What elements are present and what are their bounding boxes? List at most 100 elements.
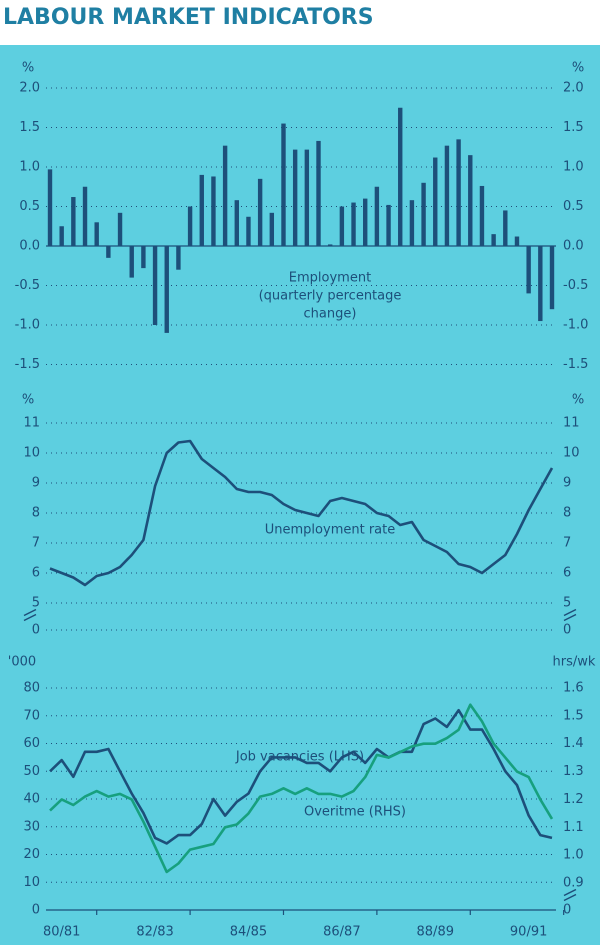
- y-tick-label: -1.5: [15, 357, 40, 372]
- y2-unit: %: [572, 61, 584, 76]
- bar: [468, 155, 473, 246]
- x-tick-label: 88/89: [417, 925, 454, 940]
- bar: [292, 149, 298, 246]
- series-line: [49, 703, 554, 874]
- bar: [199, 174, 204, 246]
- y2-tick-label: 5: [563, 596, 571, 611]
- y-tick-label: 1.5: [19, 120, 40, 135]
- bar: [222, 145, 228, 246]
- bar: [421, 182, 426, 246]
- axis-break: [23, 608, 37, 622]
- bar: [176, 246, 181, 270]
- y2-tick-label: 0: [563, 623, 571, 638]
- y2-tick-label: 0.9: [563, 876, 584, 891]
- bar: [374, 186, 380, 246]
- y2-unit: %: [572, 393, 584, 408]
- y-tick-label: -1.0: [15, 318, 40, 333]
- y-tick-label: 8: [32, 506, 40, 521]
- bar: [94, 222, 99, 246]
- y-tick-label: 1.0: [19, 160, 40, 175]
- bar: [316, 140, 321, 246]
- y-tick-label: 80: [23, 681, 40, 696]
- y2-tick-label: 1.0: [563, 848, 584, 863]
- y2-unit: hrs/wk: [553, 655, 596, 670]
- bar: [82, 186, 88, 246]
- bar: [117, 212, 123, 246]
- bar: [141, 246, 146, 269]
- y-tick-label: 0.0: [19, 239, 40, 254]
- bar: [339, 206, 345, 246]
- y2-tick-label: 1.5: [563, 708, 584, 723]
- x-tick-label: 90/91: [510, 925, 547, 940]
- y-tick-label: 11: [23, 416, 40, 431]
- y-tick-label: 0: [32, 903, 40, 918]
- bar: [234, 200, 239, 246]
- bar: [491, 234, 496, 246]
- y-tick-label: 30: [23, 819, 40, 834]
- bar: [433, 157, 438, 246]
- y2-tick-label: 11: [563, 416, 580, 431]
- bar: [106, 246, 111, 258]
- y-tick-label: 10: [23, 446, 40, 461]
- bar: [479, 185, 485, 246]
- panel-background: [0, 45, 600, 945]
- x-tick-label: 80/81: [43, 925, 80, 940]
- bar: [327, 244, 333, 246]
- bar: [47, 169, 53, 246]
- bar: [129, 246, 134, 278]
- y2-tick-label: 0: [563, 903, 571, 918]
- y2-tick-label: 0.0: [563, 239, 584, 254]
- y-tick-label: 0: [32, 623, 40, 638]
- bar: [444, 145, 450, 246]
- y-tick-label: 60: [23, 736, 40, 751]
- series-label: Overitme (RHS): [304, 805, 406, 820]
- x-tick-label: 82/83: [136, 925, 173, 940]
- axis-break: [563, 888, 577, 902]
- chart-title: LABOUR MARKET INDICATORS: [3, 5, 374, 30]
- y2-tick-label: 1.5: [563, 120, 584, 135]
- y-unit: '000: [8, 655, 36, 670]
- y-tick-label: 2.0: [19, 81, 40, 96]
- x-tick-label: 86/87: [323, 925, 360, 940]
- y2-tick-label: 7: [563, 536, 571, 551]
- annotation: Employment: [289, 271, 371, 286]
- axis-break: [563, 608, 577, 622]
- y2-tick-label: 1.3: [563, 764, 584, 779]
- bar: [363, 198, 368, 246]
- y2-tick-label: 1.6: [563, 681, 584, 696]
- y-tick-label: -0.5: [15, 278, 40, 293]
- y-unit: %: [22, 393, 34, 408]
- y2-tick-label: -1.0: [563, 318, 588, 333]
- y-tick-label: 50: [23, 764, 40, 779]
- y2-tick-label: -0.5: [563, 278, 588, 293]
- y2-tick-label: -1.5: [563, 357, 588, 372]
- bar: [59, 226, 64, 246]
- y-tick-label: 70: [23, 708, 40, 723]
- series-line: [49, 708, 553, 845]
- y-tick-label: 20: [23, 847, 40, 862]
- y2-tick-label: 8: [563, 506, 571, 521]
- y-tick-label: 10: [23, 875, 40, 890]
- y2-tick-label: 1.1: [563, 820, 584, 835]
- bar: [71, 197, 76, 246]
- bar: [549, 246, 555, 310]
- y-tick-label: 0.5: [19, 199, 40, 214]
- bar: [269, 212, 275, 246]
- y2-tick-label: 0.5: [563, 199, 584, 214]
- bar: [187, 206, 193, 246]
- y-tick-label: 6: [32, 566, 40, 581]
- bar: [398, 107, 403, 246]
- y-tick-label: 7: [32, 536, 40, 551]
- annotation: change): [304, 307, 357, 322]
- bar: [281, 123, 286, 246]
- bar: [246, 216, 251, 246]
- bar: [386, 204, 391, 246]
- y-unit: %: [22, 61, 34, 76]
- y-tick-label: 9: [32, 476, 40, 491]
- bar: [304, 149, 310, 246]
- bar: [456, 139, 461, 246]
- y2-tick-label: 1.4: [563, 736, 584, 751]
- bar: [409, 200, 415, 246]
